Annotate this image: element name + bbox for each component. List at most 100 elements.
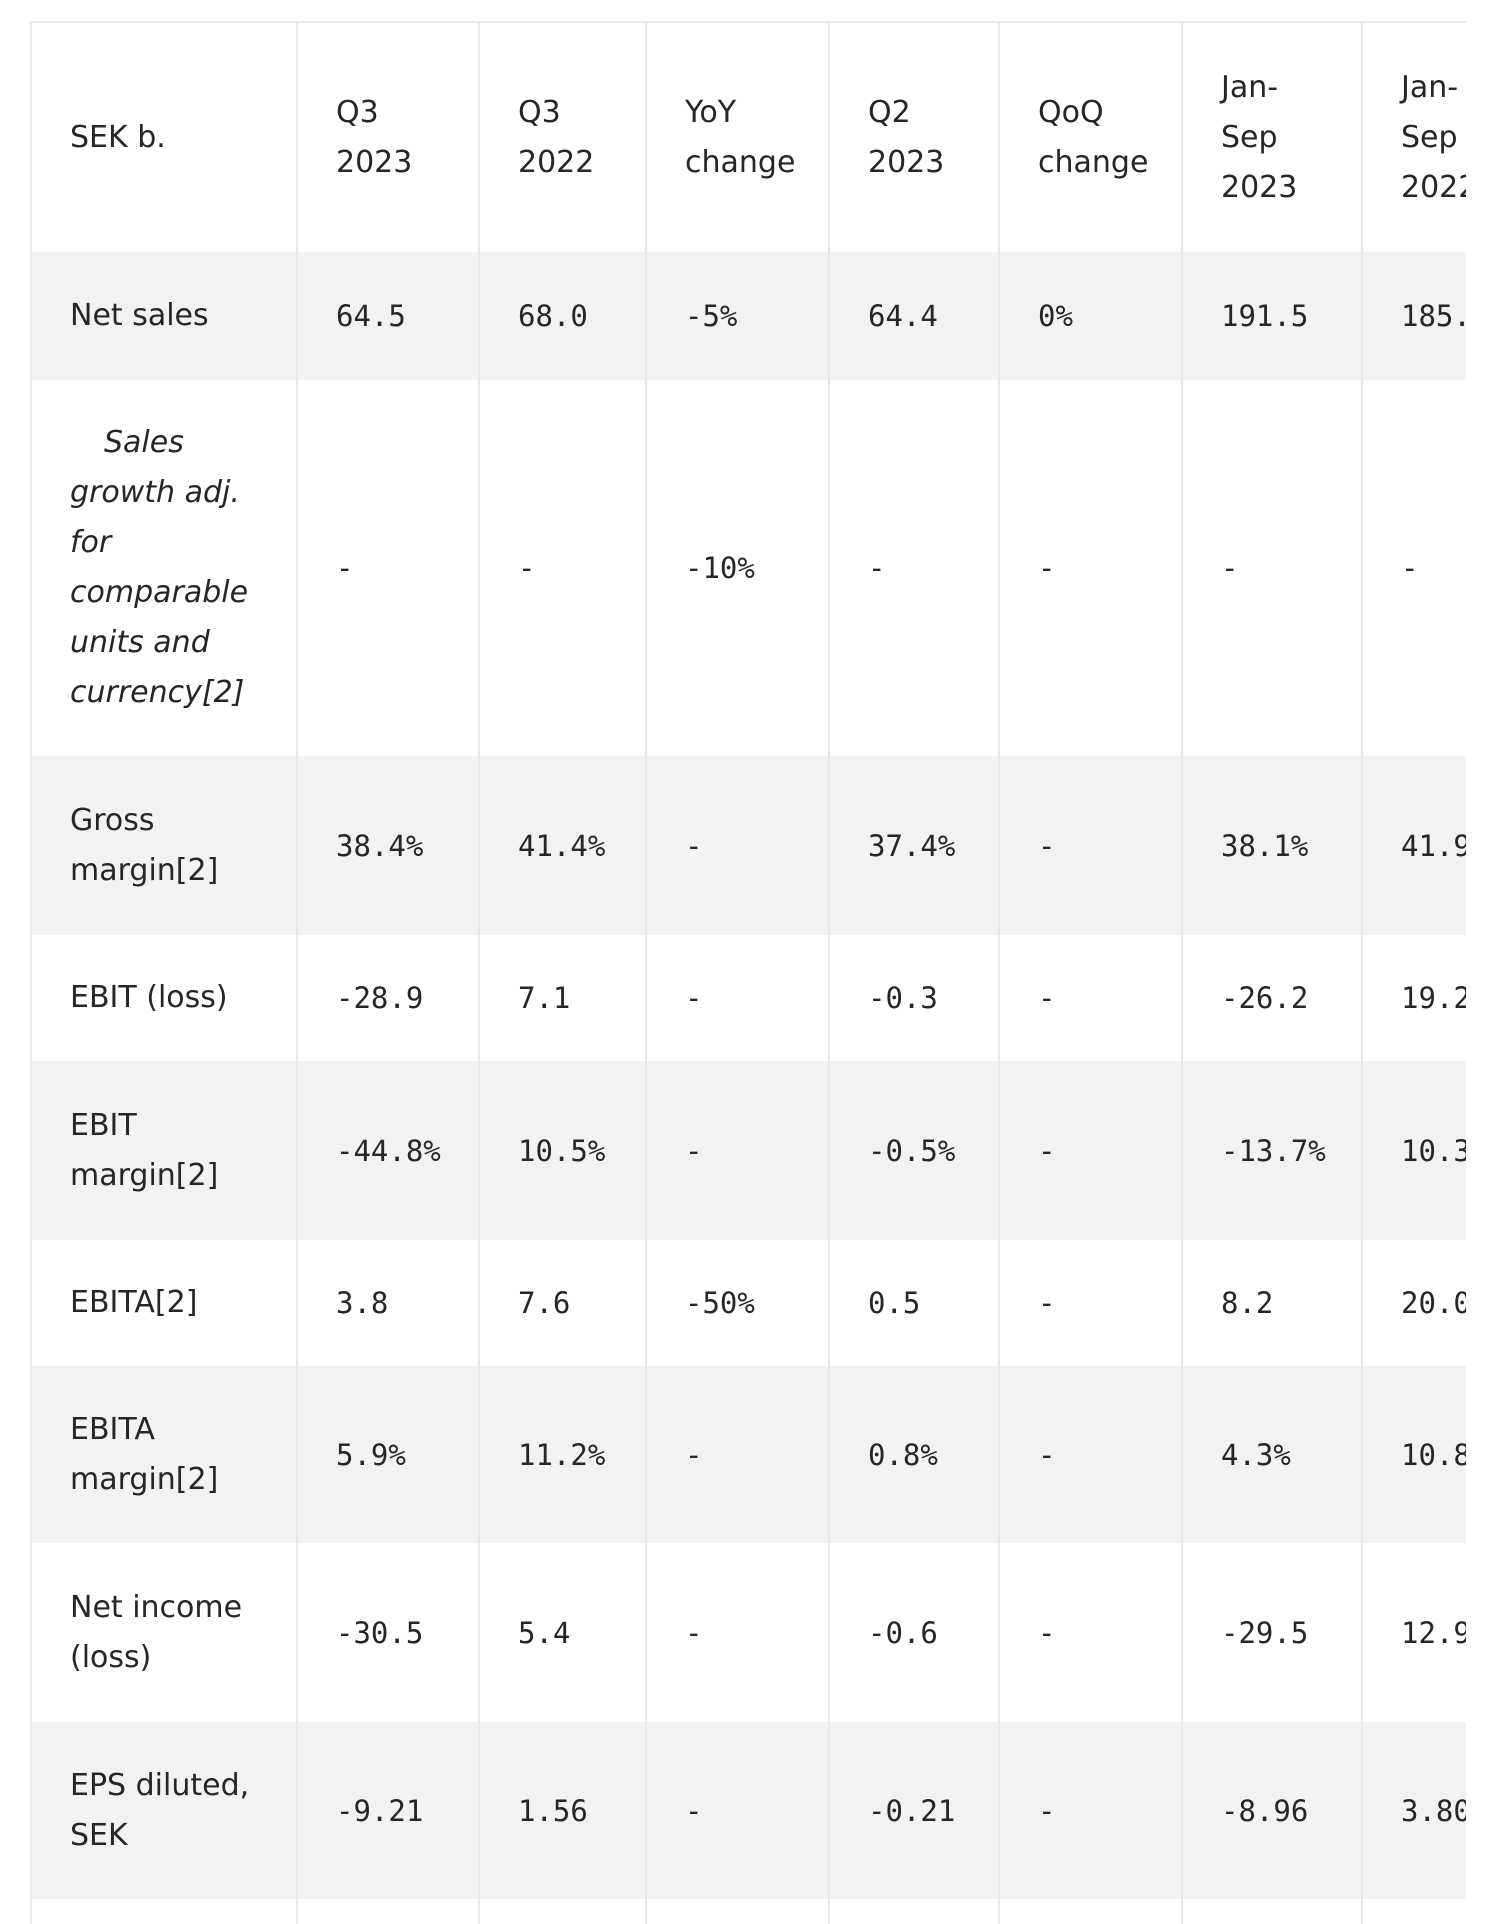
empty-cell [479, 1899, 647, 1924]
value-cell: 37.4% [829, 756, 1000, 935]
value-cell: 4.3% [1182, 1366, 1363, 1543]
row-label: Net income (loss) [70, 1589, 243, 1675]
table-row: Sales growth adj. for comparable units a… [32, 380, 1466, 756]
value-cell: -5% [646, 252, 830, 380]
header-text: QoQ change [1038, 94, 1149, 180]
row-label-cell: EPS diluted, SEK [32, 1722, 298, 1899]
value-cell: - [999, 1722, 1183, 1899]
row-label-cell: EBIT (loss) [32, 935, 298, 1061]
value-cell: -0.3 [829, 935, 1000, 1061]
value-cell: - [646, 1061, 830, 1240]
value-cell: 5.9% [297, 1366, 480, 1543]
row-label: Sales growth adj. for comparable units a… [70, 425, 249, 710]
row-label: EBITA[2] [70, 1285, 198, 1320]
row-label-cell: EBIT margin[2] [32, 1061, 298, 1240]
table-row: Gross margin[2] 38.4% 41.4% -37.4% -38.1% 41.… [32, 756, 1466, 935]
value-cell: - [999, 1366, 1183, 1543]
value-cell: - [829, 380, 1000, 756]
value-cell: 3.8 [297, 1240, 480, 1366]
value-cell: -28.9 [297, 935, 480, 1061]
value-cell: 38.4% [297, 756, 480, 935]
table-row: EBIT (loss) -28.9 7.1- -0.3- -26.2 19.2 [32, 935, 1466, 1061]
results-table: SEK b. Q3 2023 Q3 2022 YoY change Q2 2023 QoQ… [32, 23, 1466, 1924]
header-cell: Q2 2023 [829, 23, 1000, 252]
value-cell: 8.2 [1182, 1240, 1363, 1366]
value-cell: 0.8% [829, 1366, 1000, 1543]
value-cell: 10.5% [479, 1061, 647, 1240]
row-label-cell: EBITA margin[2] [32, 1366, 298, 1543]
value-cell: -0.5% [829, 1061, 1000, 1240]
value-cell: - [646, 1543, 830, 1722]
empty-cell [829, 1899, 1000, 1924]
value-cell: 38.1% [1182, 756, 1363, 935]
value-cell: 7.1 [479, 935, 647, 1061]
table-row: EBITA[2] 3.8 7.6 -50% 0.5-8.2 20.0 [32, 1240, 1466, 1366]
value-cell: 3.80 [1362, 1722, 1466, 1899]
value-cell: -8.96 [1182, 1722, 1363, 1899]
value-cell: 12.9 [1362, 1543, 1466, 1722]
value-cell: 19.2 [1362, 935, 1466, 1061]
header-cell: Jan-Sep 2022 [1362, 23, 1466, 252]
table-row: EBITA margin[2]5.9%11.2%-0.8%-4.3%10.8% [32, 1366, 1466, 1543]
value-cell: 7.6 [479, 1240, 647, 1366]
value-cell: - [479, 380, 647, 756]
empty-cell [297, 1899, 480, 1924]
value-cell: -50% [646, 1240, 830, 1366]
value-cell: -29.5 [1182, 1543, 1363, 1722]
table-row: Net income (loss) -30.5 5.4- -0.6- -29.5 12.9 [32, 1543, 1466, 1722]
row-label: EBIT margin[2] [70, 1107, 219, 1193]
row-label: EBIT (loss) [70, 980, 228, 1015]
value-cell: 68.0 [479, 252, 647, 380]
row-label: Net sales [70, 298, 209, 333]
table-row [32, 1899, 1466, 1924]
value-cell: -13.7% [1182, 1061, 1363, 1240]
header-cell: Q3 2022 [479, 23, 647, 252]
empty-cell [32, 1899, 298, 1924]
value-cell: -10% [646, 380, 830, 756]
header-text: Jan-Sep 2023 [1221, 69, 1298, 205]
header-row: SEK b. Q3 2023 Q3 2022 YoY change Q2 2023 QoQ… [32, 23, 1466, 252]
header-cell: Q3 2023 [297, 23, 480, 252]
header-cell: SEK b. [32, 23, 298, 252]
value-cell: - [646, 935, 830, 1061]
header-text: Q2 2023 [868, 94, 945, 180]
row-label-cell: EBITA[2] [32, 1240, 298, 1366]
value-cell: - [999, 1543, 1183, 1722]
value-cell: 0.5 [829, 1240, 1000, 1366]
value-cell: -30.5 [297, 1543, 480, 1722]
value-cell: - [646, 756, 830, 935]
table-row: EBIT margin[2] -44.8% 10.5% - -0.5% - -13.7% 10… [32, 1061, 1466, 1240]
row-label: EPS diluted, SEK [70, 1767, 250, 1853]
value-cell: - [999, 935, 1183, 1061]
header-cell: Jan-Sep 2023 [1182, 23, 1363, 252]
value-cell: 185. [1362, 252, 1466, 380]
value-cell: 41.9% [1362, 756, 1466, 935]
value-cell: 64.4 [829, 252, 1000, 380]
empty-cell [646, 1899, 830, 1924]
header-text: SEK b. [70, 119, 166, 155]
value-cell: -0.21 [829, 1722, 1000, 1899]
value-cell: -0.6 [829, 1543, 1000, 1722]
header-cell: QoQ change [999, 23, 1183, 252]
value-cell: 5.4 [479, 1543, 647, 1722]
table-row: EPS diluted, SEK -9.21 1.56- -0.21- -8.96 3.8… [32, 1722, 1466, 1899]
value-cell: 20.0 [1362, 1240, 1466, 1366]
value-cell: -9.21 [297, 1722, 480, 1899]
header-text: Q3 2023 [336, 94, 413, 180]
value-cell: 64.5 [297, 252, 480, 380]
header-text: Q3 2022 [518, 94, 595, 180]
empty-cell [1182, 1899, 1363, 1924]
header-text: Jan-Sep 2022 [1401, 69, 1466, 205]
value-cell: 11.2% [479, 1366, 647, 1543]
results-table-viewport: SEK b. Q3 2023 Q3 2022 YoY change Q2 2023 QoQ… [30, 21, 1466, 1924]
value-cell: - [646, 1722, 830, 1899]
value-cell: 41.4% [479, 756, 647, 935]
row-label-cell: Net income (loss) [32, 1543, 298, 1722]
value-cell: - [999, 756, 1183, 935]
value-cell: - [297, 380, 480, 756]
table-row: Net sales 64.5 68.0 -5% 64.4 0% 191.5 185. [32, 252, 1466, 380]
value-cell: -44.8% [297, 1061, 480, 1240]
value-cell: - [999, 380, 1183, 756]
row-label-cell: Net sales [32, 252, 298, 380]
value-cell: - [1182, 380, 1363, 756]
